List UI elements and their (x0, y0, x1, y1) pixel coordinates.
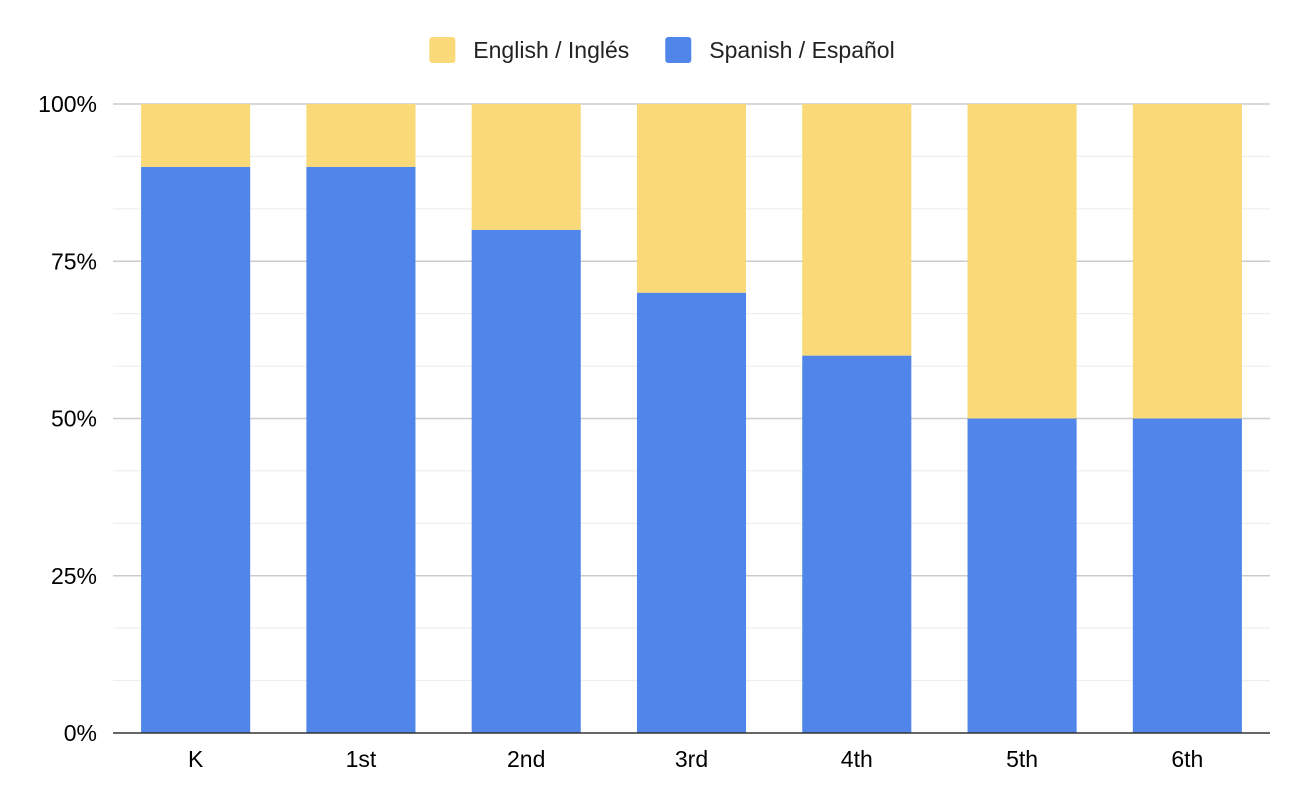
bar-segment (802, 104, 912, 356)
x-tick-label: 5th (1006, 746, 1038, 772)
bar-segment (141, 166, 251, 733)
bar-segment (967, 418, 1077, 733)
legend: English / Inglés Spanish / Español (429, 37, 895, 63)
bar-segment (306, 104, 416, 167)
legend-swatch (665, 37, 692, 63)
bar-segment (471, 229, 581, 734)
bar-segment (636, 104, 747, 293)
legend-label: English / Inglés (473, 37, 629, 63)
axes: 0% 25% 50% 75% 100% K 1st 2nd 3rd 4th 5th 6th (38, 91, 1270, 772)
bars (141, 104, 1242, 734)
legend-swatch (429, 37, 456, 63)
y-tick-label: 25% (51, 563, 97, 589)
y-tick-label: 75% (51, 248, 97, 274)
legend-label: Spanish / Español (709, 37, 894, 63)
bar-segment (967, 104, 1077, 419)
y-tick-label: 100% (38, 91, 97, 117)
bar-segment (1132, 418, 1242, 733)
legend-item: Spanish / Español (665, 37, 895, 63)
bar-segment (802, 355, 912, 733)
x-tick-label: 4th (841, 746, 873, 772)
y-tick-label: 0% (64, 720, 97, 746)
bar-segment (471, 104, 581, 230)
legend-item: English / Inglés (429, 37, 629, 63)
x-tick-label: 6th (1171, 746, 1203, 772)
x-tick-label: K (188, 746, 204, 772)
x-tick-label: 1st (346, 746, 377, 772)
y-tick-label: 50% (51, 406, 97, 432)
x-tick-label: 3rd (675, 746, 708, 772)
bar-segment (306, 166, 416, 733)
bar-segment (636, 292, 747, 733)
bar-segment (141, 104, 251, 167)
x-tick-label: 2nd (507, 746, 545, 772)
bar-segment (1132, 104, 1242, 419)
